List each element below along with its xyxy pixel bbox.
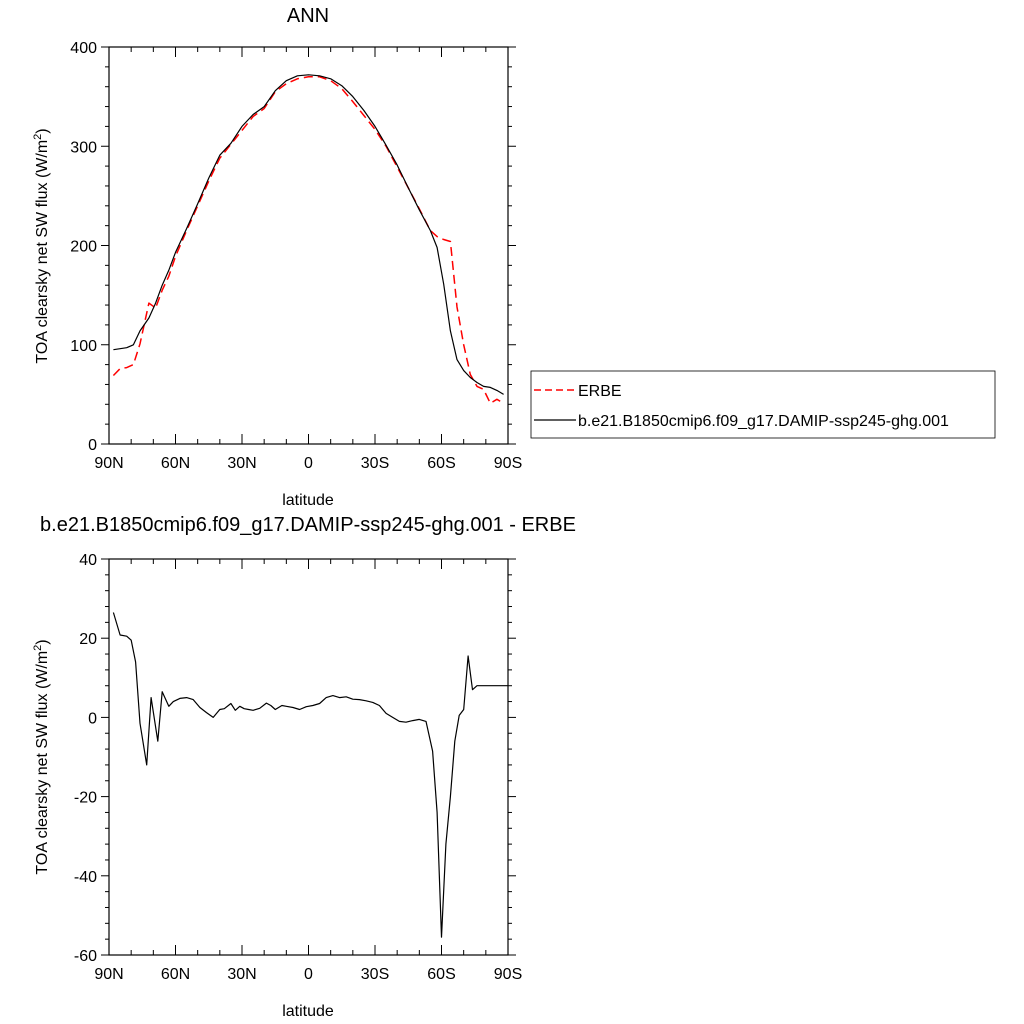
top-y-tick-label: 0	[88, 437, 97, 454]
bottom-x-tick-label: 60S	[427, 966, 455, 983]
legend-label-erbe: ERBE	[578, 383, 622, 400]
legend-label-model: b.e21.B1850cmip6.f09_g17.DAMIP-ssp245-gh…	[578, 413, 949, 430]
top-chart: ANN 90N 60N 30N 0 30S 60S 90S 0 100 200 300 400 lat…	[32, 5, 996, 509]
bottom-series-layer	[112, 612, 508, 938]
bottom-axes: 90N 60N 30N 0 30S 60S 90S -60 -40 -20 0 20 40	[74, 552, 522, 983]
top-y-tick-label: 100	[70, 338, 97, 355]
bottom-y-axis-label: TOA clearsky net SW flux (W/m2)	[32, 639, 51, 874]
bottom-y-tick-label: 20	[79, 631, 97, 648]
bottom-chart-title: b.e21.B1850cmip6.f09_g17.DAMIP-ssp245-gh…	[40, 514, 576, 536]
bottom-y-tick-label: 40	[79, 552, 97, 569]
top-x-tick-label: 90N	[94, 455, 123, 472]
top-y-tick-label: 300	[70, 139, 97, 156]
top-x-tick-label: 30S	[361, 455, 389, 472]
top-y-label-main: TOA clearsky net SW flux (W/m	[34, 140, 51, 364]
top-x-axis-label: latitude	[282, 492, 334, 509]
bottom-series-line-0	[112, 612, 508, 938]
top-x-tick-label: 60N	[161, 455, 190, 472]
bottom-y-tick-label: -20	[74, 790, 97, 807]
bottom-y-label-sup: 2	[32, 645, 44, 651]
bottom-x-tick-label: 30S	[361, 966, 389, 983]
bottom-y-tick-label: -60	[74, 948, 97, 965]
top-y-label-tail: )	[34, 128, 51, 133]
top-y-tick-label: 400	[70, 40, 97, 57]
bottom-y-label-main: TOA clearsky net SW flux (W/m	[34, 651, 51, 875]
top-series-line-0	[112, 76, 504, 405]
bottom-y-tick-label: -40	[74, 869, 97, 886]
top-chart-title: ANN	[287, 5, 329, 27]
bottom-x-tick-label: 90S	[494, 966, 522, 983]
bottom-x-tick-label: 0	[304, 966, 313, 983]
top-y-axis-label: TOA clearsky net SW flux (W/m2)	[32, 128, 51, 363]
bottom-x-tick-label: 30N	[227, 966, 256, 983]
top-series-line-1	[113, 74, 504, 395]
bottom-x-tick-label: 60N	[161, 966, 190, 983]
bottom-chart: b.e21.B1850cmip6.f09_g17.DAMIP-ssp245-gh…	[32, 514, 576, 1020]
top-x-tick-label: 60S	[427, 455, 455, 472]
top-x-tick-label: 30N	[227, 455, 256, 472]
top-x-tick-label: 90S	[494, 455, 522, 472]
bottom-y-tick-label: 0	[88, 710, 97, 727]
top-x-tick-label: 0	[304, 455, 313, 472]
top-series-layer	[112, 74, 504, 405]
bottom-y-label-tail: )	[34, 639, 51, 644]
top-y-tick-label: 200	[70, 239, 97, 256]
top-y-label-sup: 2	[32, 134, 44, 140]
legend: ERBE b.e21.B1850cmip6.f09_g17.DAMIP-ssp2…	[530, 370, 996, 439]
legend-box	[530, 370, 996, 439]
bottom-x-tick-label: 90N	[94, 966, 123, 983]
top-axes: 90N 60N 30N 0 30S 60S 90S 0 100 200 300 400	[70, 40, 522, 472]
bottom-x-axis-label: latitude	[282, 1003, 334, 1020]
